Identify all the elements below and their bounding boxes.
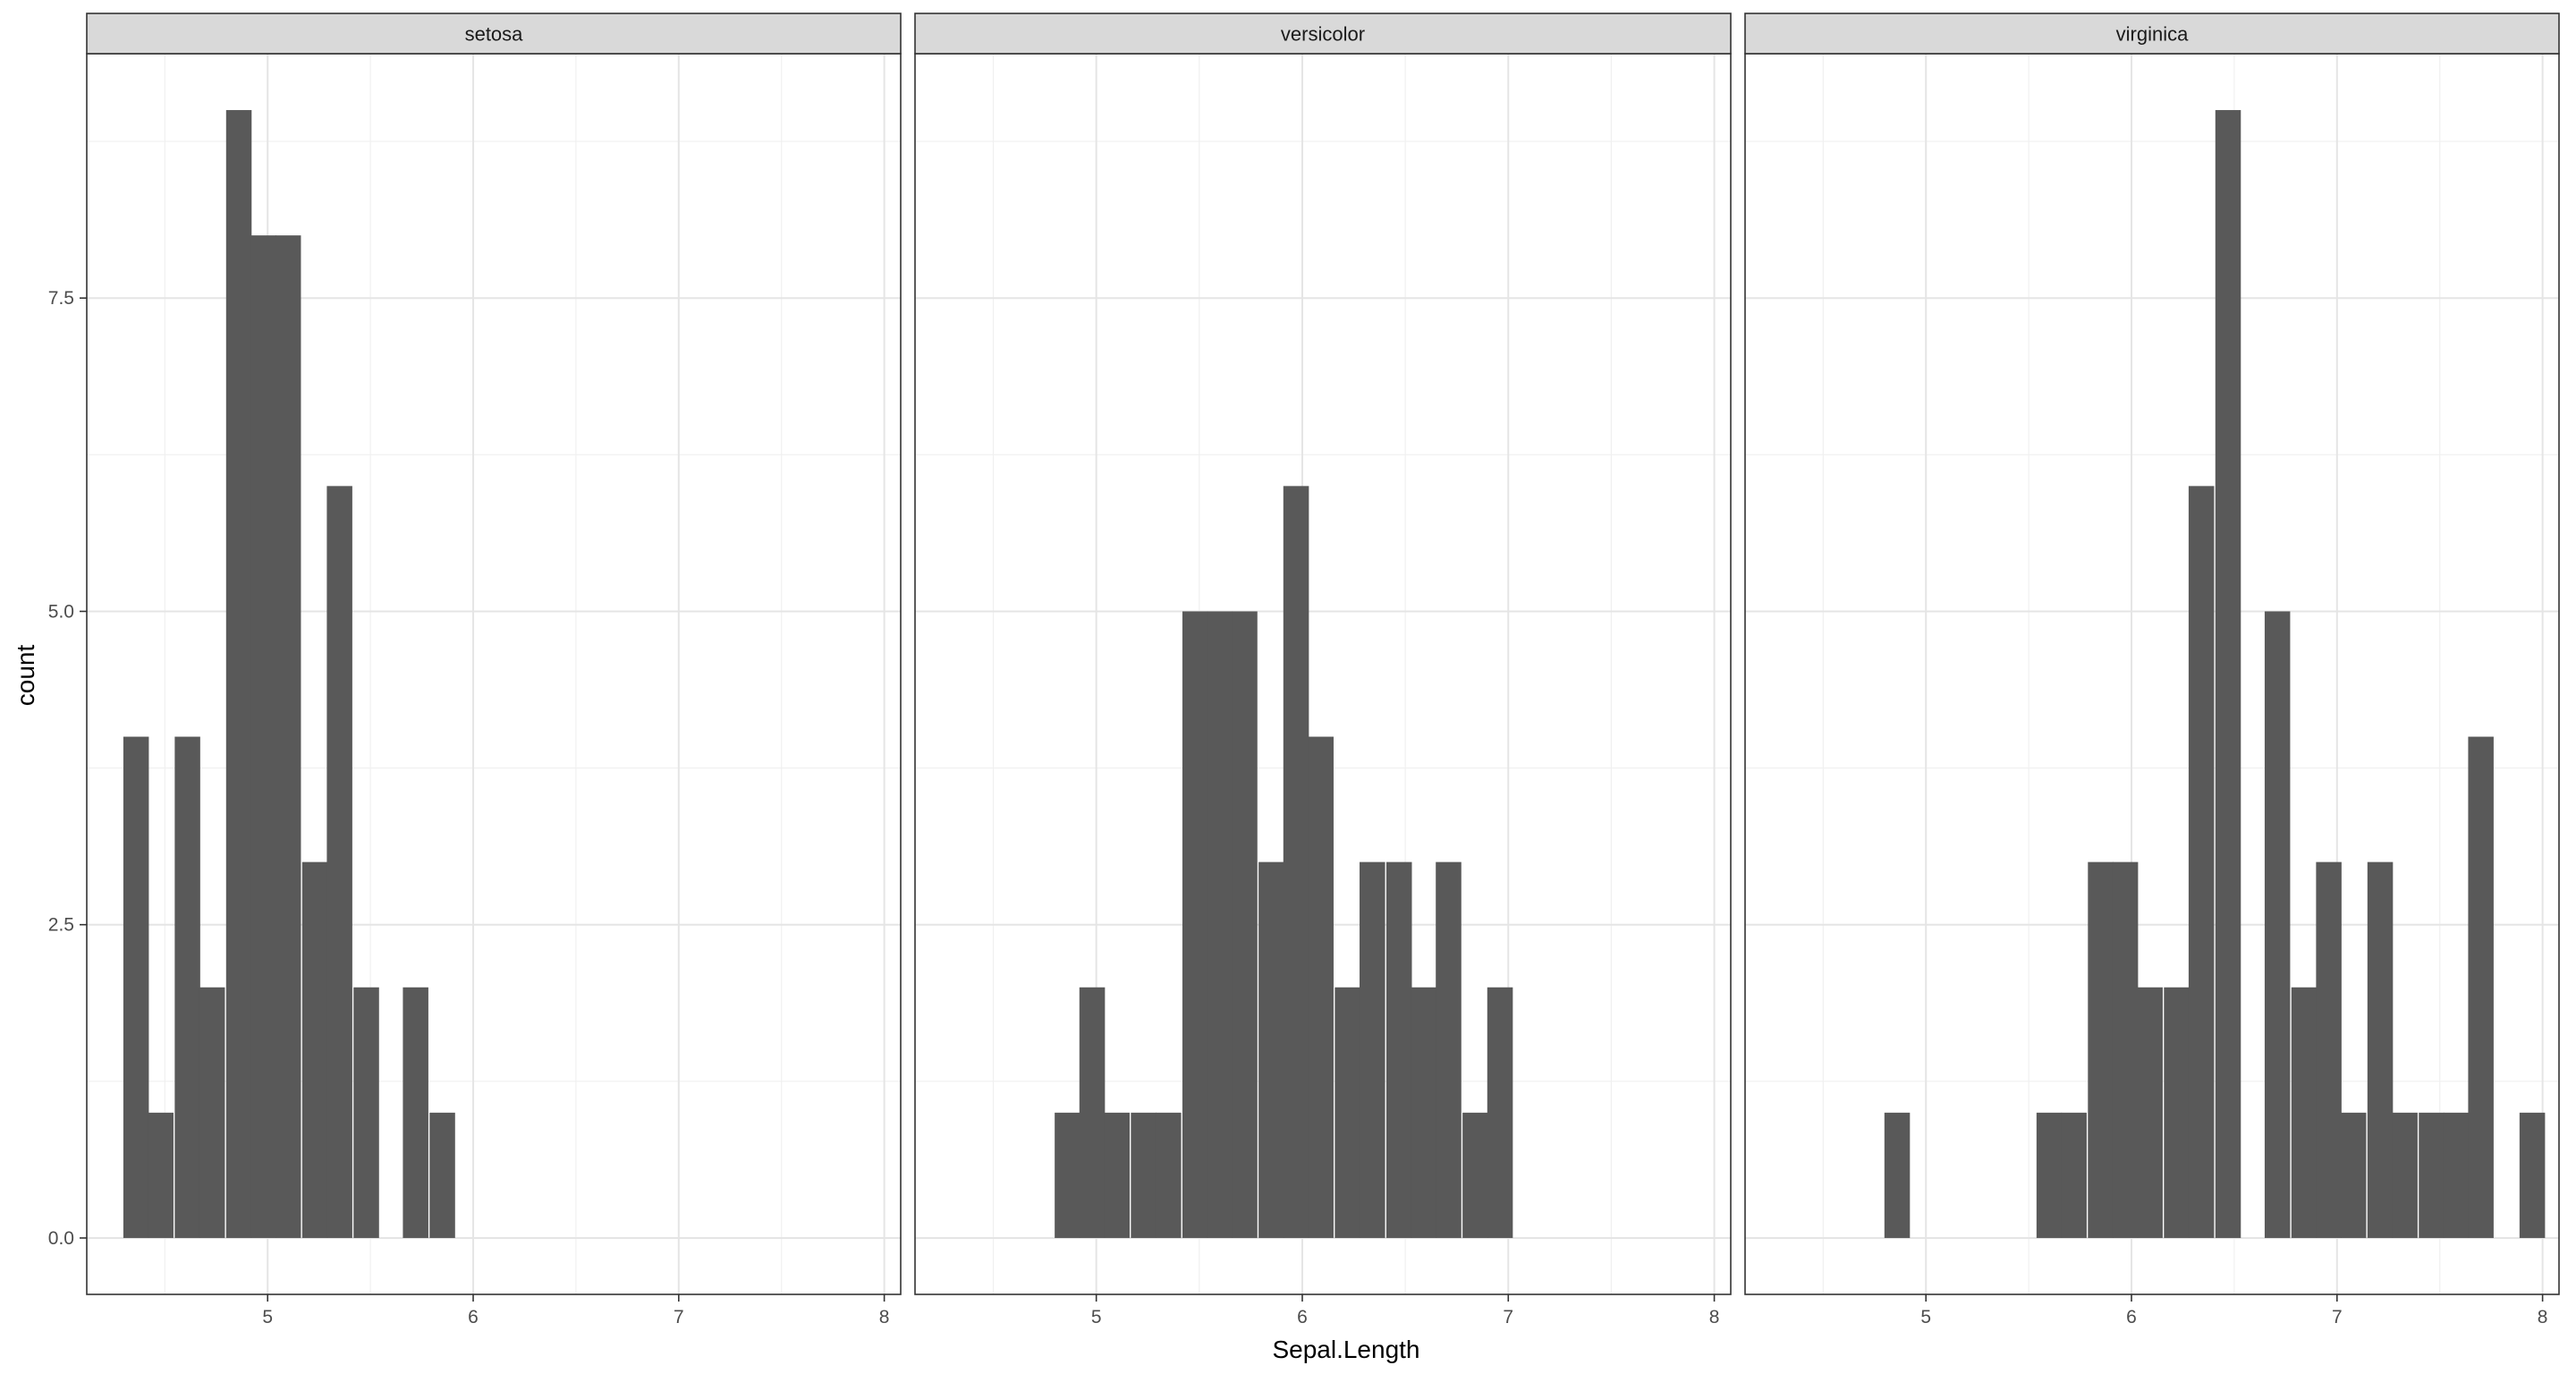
x-tick-label: 6 [2126, 1307, 2137, 1327]
histogram-bar [301, 861, 328, 1238]
histogram-bar [2112, 861, 2139, 1238]
histogram-bar [2137, 987, 2163, 1238]
histogram-bar [1436, 861, 1462, 1238]
histogram-bar [225, 110, 252, 1238]
histogram-bar [2519, 1112, 2546, 1238]
histogram-bar [1884, 1112, 1911, 1238]
y-axis-title: count [12, 645, 39, 707]
histogram-bar [2316, 861, 2342, 1238]
histogram-bar [353, 987, 379, 1238]
y-axis: 0.0 2.5 5.0 7.5 [48, 288, 87, 1249]
histogram-bar [1411, 987, 1437, 1238]
histogram-bar [2367, 861, 2394, 1238]
facet-panel-virginica: virginica 5 6 7 8 [1744, 13, 2560, 1327]
x-tick-label: 7 [674, 1307, 684, 1327]
histogram-bar [1258, 861, 1284, 1238]
histogram-bar [402, 987, 428, 1238]
histogram-bar [1283, 486, 1309, 1238]
facet-strip-label: setosa [465, 23, 524, 46]
facet-panels: setosa 5 6 7 8 versicolor 5 6 7 8 virginica 5 6 7 8 [86, 13, 2560, 1327]
facet-panel-versicolor: versicolor 5 6 7 8 [914, 13, 1732, 1327]
histogram-bar [2443, 1112, 2470, 1238]
histogram-bar [2392, 1112, 2418, 1238]
histogram-bar [199, 987, 225, 1238]
x-tick-label: 5 [1091, 1307, 1102, 1327]
facet-strip [86, 13, 902, 55]
histogram-bar [2164, 987, 2190, 1238]
x-tick-label: 8 [1709, 1307, 1720, 1327]
x-tick-label: 6 [1297, 1307, 1308, 1327]
histogram-bar [1385, 861, 1412, 1238]
histogram-bar [174, 736, 200, 1238]
facet-strip-label: virginica [2116, 23, 2189, 46]
x-tick-label: 8 [2538, 1307, 2548, 1327]
histogram-bar [1359, 861, 1385, 1238]
histogram-bar [1079, 987, 1106, 1238]
x-axis-title: Sepal.Length [1272, 1336, 1419, 1363]
histogram-bar [1155, 1112, 1182, 1238]
histogram-bar [1055, 1112, 1080, 1238]
histogram-bar [2264, 611, 2291, 1238]
histogram-bar [250, 235, 276, 1238]
histogram-bar [2188, 486, 2215, 1238]
histogram-bar [1207, 611, 1233, 1238]
histogram-bar [1131, 1112, 1157, 1238]
histogram-bar [1104, 1112, 1130, 1238]
histogram-bar [2468, 736, 2494, 1238]
histogram-bar [123, 736, 149, 1238]
histogram-bar [1487, 987, 1513, 1238]
y-tick-label: 2.5 [48, 915, 74, 936]
histogram-bar [2291, 987, 2318, 1238]
facet-strip-label: versicolor [1281, 23, 1365, 46]
x-tick-label: 5 [1920, 1307, 1931, 1327]
histogram-bar [1335, 987, 1360, 1238]
histogram-bar [2215, 110, 2241, 1238]
histogram-bar [429, 1112, 455, 1238]
facet-strip [914, 13, 1732, 55]
y-tick-label: 0.0 [48, 1228, 74, 1249]
histogram-bar [1232, 611, 1258, 1238]
x-tick-label: 6 [468, 1307, 479, 1327]
histogram-bar [2419, 1112, 2445, 1238]
histogram-bar [2036, 1112, 2063, 1238]
histogram-bar [326, 486, 352, 1238]
histogram-bar [2061, 1112, 2087, 1238]
x-tick-label: 8 [879, 1307, 890, 1327]
y-tick-label: 5.0 [48, 601, 74, 622]
histogram-bar [2088, 861, 2114, 1238]
histogram-bar [2340, 1112, 2367, 1238]
histogram-bar [1462, 1112, 1488, 1238]
x-tick-label: 5 [262, 1307, 273, 1327]
histogram-bar [1308, 736, 1334, 1238]
histogram-bar [1182, 611, 1208, 1238]
facet-strip [1744, 13, 2560, 55]
histogram-bar [275, 235, 301, 1238]
x-tick-label: 7 [2332, 1307, 2343, 1327]
facet-panel-setosa: setosa 5 6 7 8 [86, 13, 902, 1327]
histogram-bar [148, 1112, 174, 1238]
y-tick-label: 7.5 [48, 288, 74, 309]
x-tick-label: 7 [1503, 1307, 1513, 1327]
